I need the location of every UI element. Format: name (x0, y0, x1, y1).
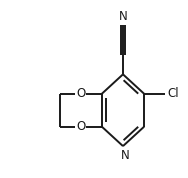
Text: O: O (76, 120, 85, 133)
Text: O: O (76, 87, 85, 100)
Text: Cl: Cl (167, 87, 179, 100)
Text: N: N (120, 149, 129, 162)
Text: N: N (119, 10, 127, 23)
